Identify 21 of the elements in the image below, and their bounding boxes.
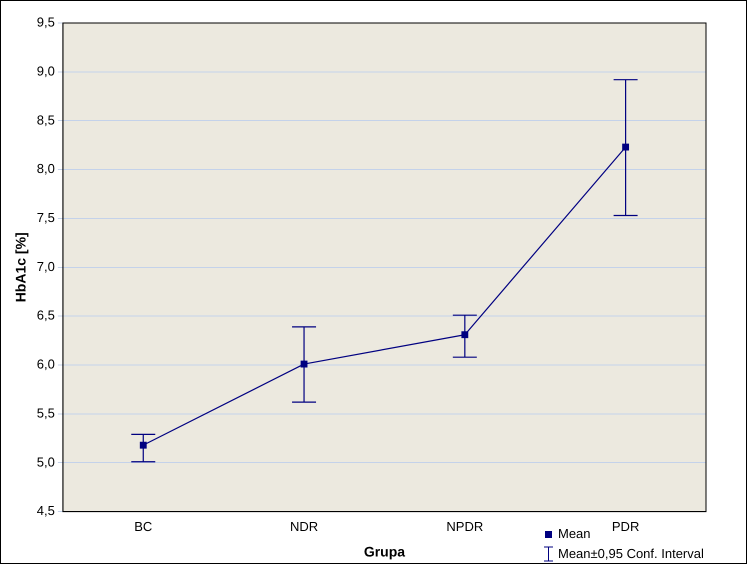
- y-tick-label: 5,0: [36, 454, 55, 470]
- y-tick-label: 9,5: [36, 14, 55, 30]
- y-tick-label: 7,0: [36, 258, 55, 274]
- point: [622, 144, 630, 151]
- y-tick-label: 5,5: [36, 405, 55, 420]
- x-tick-label: PDR: [612, 518, 640, 534]
- y-axis-title: HbA1c [%]: [12, 232, 28, 302]
- x-axis-title: Grupa: [364, 543, 406, 560]
- y-tick-label: 8,5: [36, 112, 55, 128]
- x-tick-label: NDR: [290, 518, 318, 534]
- y-tick-label: 9,0: [36, 63, 55, 78]
- point: [300, 360, 308, 368]
- y-tick-label: 8,0: [36, 161, 55, 176]
- y-tick-label: 6,0: [36, 356, 55, 372]
- y-tick-label: 7,5: [36, 210, 55, 226]
- legend-label: Mean: [558, 525, 591, 543]
- y-tick-label: 6,5: [36, 308, 55, 323]
- x-tick-label: NPDR: [446, 518, 484, 534]
- x-tick-label: BC: [134, 518, 152, 534]
- y-tick-label: 4,5: [36, 503, 55, 518]
- text: Mean±0,95 Conf. Interval: [558, 545, 704, 563]
